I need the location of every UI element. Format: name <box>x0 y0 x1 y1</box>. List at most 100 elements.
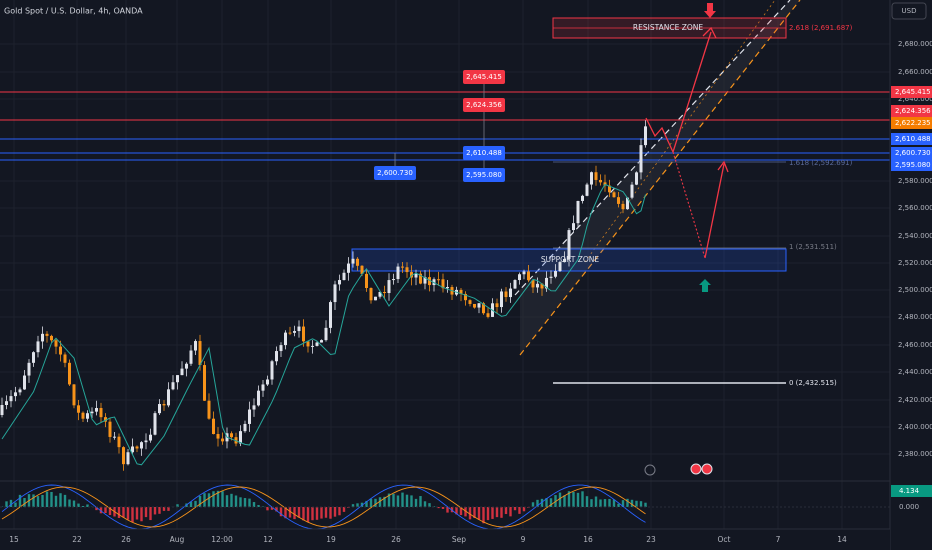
price-label: 2,400.000 <box>898 423 932 431</box>
candle-body <box>405 267 409 273</box>
histogram-bar <box>563 495 566 507</box>
moving-average <box>1 183 646 466</box>
histogram-bar <box>572 491 575 507</box>
candle-body <box>545 277 548 289</box>
event-icon[interactable] <box>701 463 713 475</box>
candle-body <box>9 396 13 402</box>
histogram-bar <box>153 507 157 515</box>
event-icon[interactable] <box>644 464 656 476</box>
histogram-bar <box>207 493 211 507</box>
time-axis <box>0 529 890 550</box>
candle-body <box>464 293 467 301</box>
candle-body <box>248 409 251 424</box>
histogram-bar <box>594 496 598 507</box>
histogram-bar <box>275 507 278 512</box>
candle-body <box>131 446 134 453</box>
candle-body <box>117 436 121 448</box>
candle-body <box>90 411 94 414</box>
candle-body <box>54 340 58 347</box>
candle-body <box>162 404 166 406</box>
candle-body <box>567 230 571 259</box>
histogram-bar <box>131 507 134 523</box>
histogram-bar <box>549 498 553 507</box>
candle-body <box>414 273 418 278</box>
price-label: 2,500.000 <box>898 286 932 294</box>
histogram-bar <box>86 504 89 507</box>
grid <box>0 0 890 529</box>
candle-body <box>621 203 625 210</box>
histogram-bar <box>540 498 544 507</box>
annotation: 2.618 (2,691.687) <box>789 24 853 32</box>
candle-body <box>324 327 328 341</box>
candle-body <box>126 452 130 465</box>
histogram-bar <box>401 492 404 507</box>
histogram-bar <box>36 496 40 507</box>
histogram-bar <box>302 507 305 521</box>
histogram-bar <box>270 507 274 510</box>
price-label: 2,520.000 <box>898 259 932 267</box>
time-label: 26 <box>391 535 401 544</box>
histogram-bar <box>495 507 499 518</box>
candle-body <box>518 274 521 281</box>
histogram-bar <box>212 491 215 507</box>
histogram-bar <box>635 500 638 507</box>
level-label: 2,645.415 <box>895 88 931 96</box>
price-callout <box>463 70 505 84</box>
candle-body <box>275 351 278 362</box>
channel-top <box>514 0 791 296</box>
histogram-bar <box>99 507 103 514</box>
candle-body <box>59 346 62 355</box>
time-label: 26 <box>121 535 131 544</box>
histogram-bar <box>603 499 607 507</box>
candle-body <box>459 289 463 294</box>
event-icon[interactable] <box>690 463 702 475</box>
arrow-head <box>717 160 729 173</box>
candle-body <box>504 291 508 298</box>
histogram-bar <box>104 507 107 514</box>
candle-body <box>18 389 22 393</box>
candle-body <box>189 350 193 364</box>
candle-body <box>122 447 125 465</box>
candle-body <box>378 291 382 297</box>
time-label: 16 <box>583 535 593 544</box>
histogram-bar <box>531 502 535 507</box>
candle-body <box>32 352 35 363</box>
histogram-bar <box>32 494 35 507</box>
histogram-bar <box>320 507 323 519</box>
histogram-bar <box>14 502 17 507</box>
level-tag <box>891 105 932 117</box>
histogram-bar <box>405 494 409 507</box>
candle-body <box>171 382 175 390</box>
candle-body <box>86 413 89 419</box>
histogram-bar <box>149 507 152 521</box>
candle-body <box>608 185 611 193</box>
currency: USD <box>902 7 917 15</box>
candle-body <box>0 405 4 415</box>
candle-body <box>320 340 323 343</box>
candle-body <box>72 384 76 406</box>
histogram-bar <box>378 497 382 507</box>
histogram-bar <box>63 494 67 507</box>
time-label: 14 <box>837 535 847 544</box>
candle-body <box>95 408 98 412</box>
price-label: 2,660.000 <box>898 68 932 76</box>
candle-body <box>63 354 67 363</box>
histogram-bar <box>473 507 476 519</box>
candle-body <box>626 197 629 210</box>
histogram-bar <box>248 498 251 507</box>
histogram-bar <box>414 498 418 507</box>
candle-body <box>482 303 485 314</box>
candle-body <box>284 332 287 346</box>
candle-body <box>617 197 620 204</box>
candle-body <box>558 262 562 272</box>
level-tag <box>891 86 932 98</box>
currency-button[interactable] <box>891 2 927 20</box>
candle-body <box>419 273 422 284</box>
histogram-bar <box>50 491 53 507</box>
candle-body <box>387 280 391 294</box>
histogram-bar <box>329 507 332 519</box>
histogram-bar <box>387 493 391 507</box>
price-callout-label: 2,600.730 <box>377 169 413 177</box>
price-label: 2,440.000 <box>898 368 932 376</box>
signal-line <box>1 486 646 528</box>
